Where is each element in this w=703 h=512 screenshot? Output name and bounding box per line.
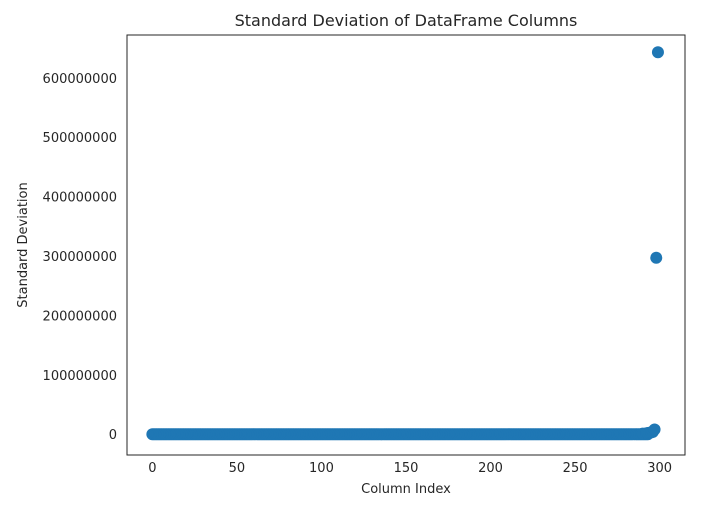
x-tick-label: 0: [148, 461, 156, 476]
y-tick-label: 0: [109, 428, 117, 443]
data-point: [650, 251, 663, 264]
x-tick-label: 250: [563, 461, 588, 476]
data-points: [146, 46, 664, 441]
plot-area: [126, 34, 686, 456]
x-tick-label: 200: [478, 461, 503, 476]
y-tick-label: 600000000: [43, 72, 117, 87]
y-tick-label: 300000000: [43, 250, 117, 265]
y-axis-ticks: 0 100000000 200000000 300000000 400000000 500…: [43, 72, 117, 443]
data-point: [648, 423, 661, 436]
y-tick-label: 200000000: [43, 309, 117, 324]
x-tick-label: 300: [647, 461, 672, 476]
y-tick-label: 100000000: [43, 369, 117, 384]
x-axis-label: Column Index: [361, 482, 451, 497]
x-axis-ticks: 0 50 100 150 200 250 300: [148, 461, 672, 476]
y-tick-label: 500000000: [43, 131, 117, 146]
x-tick-label: 50: [229, 461, 246, 476]
data-point: [651, 46, 664, 59]
chart-title: Standard Deviation of DataFrame Columns: [235, 11, 578, 30]
x-tick-label: 150: [394, 461, 419, 476]
y-axis-label: Standard Deviation: [16, 182, 31, 307]
x-tick-label: 100: [309, 461, 334, 476]
y-tick-label: 400000000: [43, 191, 117, 206]
